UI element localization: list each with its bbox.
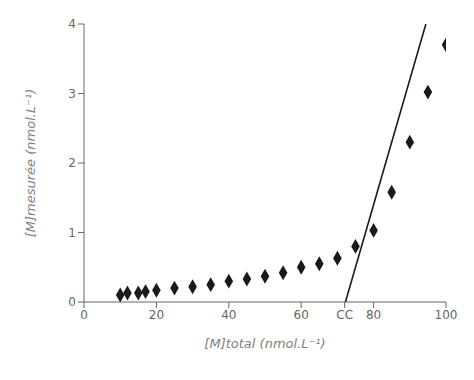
svg-text:2: 2 xyxy=(68,156,76,170)
svg-text:3: 3 xyxy=(68,87,76,101)
svg-text:40: 40 xyxy=(221,308,236,322)
svg-text:CC: CC xyxy=(336,308,353,322)
svg-text:1: 1 xyxy=(68,226,76,240)
svg-text:[M]total (nmol.L⁻¹): [M]total (nmol.L⁻¹) xyxy=(204,336,325,351)
svg-text:4: 4 xyxy=(68,17,76,31)
svg-text:[M]mesurée (nmol.L⁻¹): [M]mesurée (nmol.L⁻¹) xyxy=(23,89,38,238)
svg-text:20: 20 xyxy=(149,308,164,322)
svg-text:60: 60 xyxy=(294,308,309,322)
svg-text:0: 0 xyxy=(68,295,76,309)
svg-text:80: 80 xyxy=(366,308,381,322)
svg-text:100: 100 xyxy=(435,308,458,322)
svg-text:0: 0 xyxy=(80,308,88,322)
